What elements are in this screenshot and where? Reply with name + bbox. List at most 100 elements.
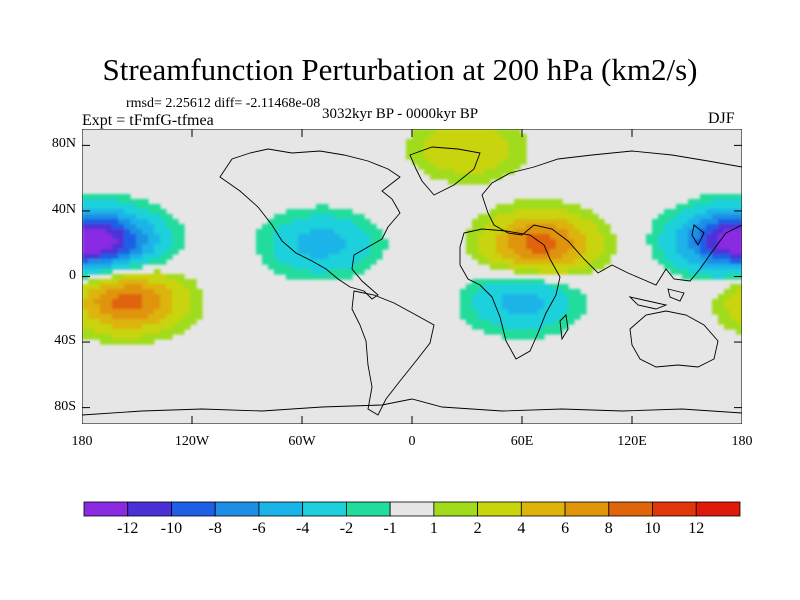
field-cell xyxy=(112,289,119,295)
field-cell xyxy=(178,329,185,335)
field-cell xyxy=(502,144,509,150)
field-cell xyxy=(706,214,713,220)
field-cell xyxy=(520,229,527,235)
field-cell xyxy=(604,259,611,265)
field-cell xyxy=(514,199,521,205)
field-cell xyxy=(256,244,263,250)
field-cell xyxy=(310,264,317,270)
field-cell xyxy=(316,249,323,255)
field-cell xyxy=(676,224,683,230)
field-cell xyxy=(718,319,725,325)
field-cell xyxy=(136,319,143,325)
field-cell xyxy=(514,309,521,315)
field-cell xyxy=(370,244,377,250)
field-cell xyxy=(490,319,497,325)
colorbar-label: 10 xyxy=(645,520,661,537)
field-cell xyxy=(478,259,485,265)
field-cell xyxy=(508,159,515,165)
field-cell xyxy=(526,319,533,325)
field-cell xyxy=(520,244,527,250)
field-cell xyxy=(148,289,155,295)
field-cell xyxy=(544,289,551,295)
field-cell xyxy=(130,199,137,205)
field-cell xyxy=(658,254,665,260)
field-cell xyxy=(478,219,485,225)
field-cell xyxy=(124,219,131,225)
field-cell xyxy=(484,299,491,305)
field-cell xyxy=(160,329,167,335)
field-cell xyxy=(670,264,677,270)
field-cell xyxy=(178,309,185,315)
field-cell xyxy=(520,284,527,290)
field-cell xyxy=(730,284,737,290)
field-cell xyxy=(316,254,323,260)
field-cell xyxy=(142,219,149,225)
field-cell xyxy=(490,289,497,295)
field-cell xyxy=(364,224,371,230)
field-cell xyxy=(358,244,365,250)
field-cell xyxy=(154,259,161,265)
field-cell xyxy=(676,214,683,220)
field-cell xyxy=(286,259,293,265)
field-cell xyxy=(556,324,563,330)
field-cell xyxy=(334,274,341,280)
field-cell xyxy=(736,219,742,225)
field-cell xyxy=(472,239,479,245)
field-cell xyxy=(292,249,299,255)
field-cell xyxy=(418,129,425,135)
field-cell xyxy=(82,254,89,260)
field-cell xyxy=(532,334,539,340)
field-cell xyxy=(346,249,353,255)
field-cell xyxy=(142,224,149,230)
field-cell xyxy=(418,159,425,165)
field-cell xyxy=(514,224,521,230)
field-cell xyxy=(478,299,485,305)
field-cell xyxy=(466,309,473,315)
field-cell xyxy=(196,314,203,320)
field-cell xyxy=(724,204,731,210)
field-cell xyxy=(556,244,563,250)
field-cell xyxy=(532,314,539,320)
field-cell xyxy=(130,329,137,335)
field-cell xyxy=(148,224,155,230)
field-cell xyxy=(160,289,167,295)
field-cell xyxy=(730,289,737,295)
field-cell xyxy=(502,159,509,165)
field-cell xyxy=(484,219,491,225)
field-cell xyxy=(268,219,275,225)
field-cell xyxy=(562,304,569,310)
field-cell xyxy=(106,259,113,265)
field-cell xyxy=(718,229,725,235)
field-cell xyxy=(268,234,275,240)
field-cell xyxy=(490,214,497,220)
field-cell xyxy=(100,339,107,345)
field-cell xyxy=(514,154,521,160)
field-cell xyxy=(94,209,101,215)
field-cell xyxy=(142,299,149,305)
field-cell xyxy=(154,244,161,250)
field-cell xyxy=(706,224,713,230)
field-cell xyxy=(736,254,742,260)
field-cell xyxy=(700,219,707,225)
field-cell xyxy=(466,169,473,175)
field-cell xyxy=(448,169,455,175)
field-cell xyxy=(568,219,575,225)
field-cell xyxy=(502,219,509,225)
field-cell xyxy=(106,319,113,325)
field-cell xyxy=(82,239,89,245)
field-cell xyxy=(478,129,485,135)
field-cell xyxy=(124,224,131,230)
lat-label: 40N xyxy=(51,201,76,217)
field-cell xyxy=(556,269,563,275)
field-cell xyxy=(424,169,431,175)
field-cell xyxy=(460,149,467,155)
field-cell xyxy=(490,154,497,160)
field-cell xyxy=(736,284,742,290)
field-cell xyxy=(496,149,503,155)
field-cell xyxy=(532,214,539,220)
field-cell xyxy=(736,264,742,270)
field-cell xyxy=(172,289,179,295)
field-cell xyxy=(112,234,119,240)
field-cell xyxy=(472,299,479,305)
field-cell xyxy=(538,269,545,275)
